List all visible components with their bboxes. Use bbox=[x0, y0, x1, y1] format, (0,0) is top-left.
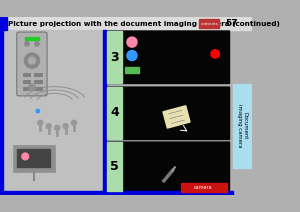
Circle shape bbox=[38, 120, 43, 125]
Bar bbox=[13, 145, 55, 172]
Bar bbox=[3, 30, 103, 191]
Circle shape bbox=[24, 53, 40, 68]
Text: 4: 4 bbox=[110, 106, 119, 119]
Text: 57: 57 bbox=[225, 19, 238, 28]
Bar bbox=[233, 84, 252, 168]
Bar bbox=[34, 73, 43, 77]
Circle shape bbox=[25, 42, 29, 46]
Text: camera: camera bbox=[194, 185, 213, 190]
Bar bbox=[3, 17, 7, 30]
Bar bbox=[25, 37, 39, 40]
Circle shape bbox=[63, 124, 68, 129]
Bar bbox=[125, 67, 139, 73]
Circle shape bbox=[127, 37, 137, 47]
Bar bbox=[17, 149, 50, 167]
FancyBboxPatch shape bbox=[17, 32, 47, 96]
Polygon shape bbox=[163, 106, 190, 128]
Bar bbox=[107, 142, 122, 191]
Circle shape bbox=[46, 124, 51, 129]
Bar bbox=[0, 191, 233, 195]
Circle shape bbox=[35, 42, 39, 46]
Text: Document
imaging camera: Document imaging camera bbox=[237, 105, 248, 148]
Circle shape bbox=[28, 57, 35, 64]
Bar bbox=[106, 86, 230, 140]
Circle shape bbox=[55, 125, 60, 130]
Bar bbox=[106, 30, 230, 84]
Text: contents: contents bbox=[200, 22, 218, 26]
Circle shape bbox=[71, 120, 76, 125]
Circle shape bbox=[211, 50, 219, 58]
Text: 5: 5 bbox=[110, 160, 119, 173]
Bar bbox=[107, 142, 230, 191]
Text: Picture projection with the document imaging camera (continued): Picture projection with the document ima… bbox=[8, 21, 280, 27]
Circle shape bbox=[28, 84, 35, 91]
Bar bbox=[106, 141, 230, 192]
Bar bbox=[0, 17, 3, 195]
Bar bbox=[107, 87, 230, 139]
Bar bbox=[181, 183, 227, 192]
Bar bbox=[34, 87, 43, 91]
Bar bbox=[23, 73, 31, 77]
Circle shape bbox=[36, 109, 40, 113]
Bar bbox=[107, 87, 122, 139]
Bar bbox=[107, 31, 230, 83]
Circle shape bbox=[22, 153, 28, 160]
Bar bbox=[107, 31, 122, 83]
Bar bbox=[23, 87, 31, 91]
Bar bbox=[103, 30, 106, 191]
Text: 3: 3 bbox=[110, 51, 118, 64]
Bar bbox=[34, 80, 43, 84]
Bar bbox=[199, 20, 219, 28]
Circle shape bbox=[127, 50, 137, 61]
Bar bbox=[3, 17, 252, 30]
Bar bbox=[23, 80, 31, 84]
